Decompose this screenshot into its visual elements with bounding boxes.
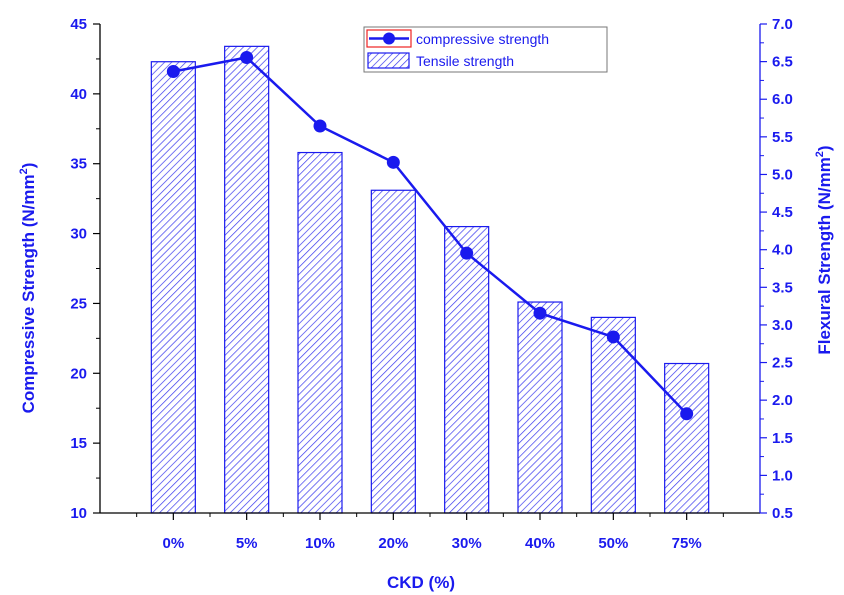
left-axis-title-superscript: 2 <box>18 168 30 174</box>
right-tick-label: 4.0 <box>772 242 793 259</box>
bar <box>664 362 710 514</box>
x-tick-label: 75% <box>672 535 702 552</box>
right-tick-label: 3.0 <box>772 317 793 334</box>
line-series <box>166 51 694 421</box>
left-tick-label: 30 <box>70 226 87 243</box>
bar <box>444 225 490 514</box>
legend-line-sample-frame <box>366 29 412 48</box>
right-tick-label: 6.5 <box>772 54 793 71</box>
data-point <box>533 306 547 320</box>
data-point <box>680 407 694 421</box>
bar <box>370 189 416 514</box>
right-tick-label: 1.0 <box>772 467 793 484</box>
x-tick-label: 10% <box>305 535 335 552</box>
right-tick-label: 1.5 <box>772 430 793 447</box>
left-tick-label: 10 <box>70 505 87 522</box>
x-tick-label: 50% <box>598 535 628 552</box>
left-tick-label: 45 <box>70 16 87 33</box>
right-tick-label: 5.5 <box>772 129 793 146</box>
x-tick-label: 40% <box>525 535 555 552</box>
series-line <box>173 56 688 415</box>
legend-marker-sample <box>383 32 395 45</box>
left-axis-title-main: Compressive Strength (N/mm <box>19 174 38 413</box>
right-tick-label: 4.5 <box>772 204 793 221</box>
axes <box>99 24 761 514</box>
right-tick-label: 0.5 <box>772 505 793 522</box>
data-point <box>386 155 400 169</box>
x-axis-ticks: 0% 5% 10% 20% 30% 40% 50% 75% <box>136 513 724 552</box>
x-tick-label: 30% <box>452 535 482 552</box>
right-tick-label: 2.0 <box>772 392 793 409</box>
bar <box>150 61 196 514</box>
x-tick-label: 5% <box>236 535 258 552</box>
left-tick-label: 25 <box>70 295 87 312</box>
bar <box>517 301 563 514</box>
bar <box>297 151 343 514</box>
left-tick-label: 15 <box>70 435 87 452</box>
bar <box>224 45 270 514</box>
data-point <box>460 246 474 260</box>
left-tick-label: 20 <box>70 365 87 382</box>
data-point <box>240 51 254 65</box>
right-tick-label: 5.0 <box>772 166 793 183</box>
right-tick-label: 3.5 <box>772 279 793 296</box>
legend-label-bar: Tensile strength <box>416 53 514 69</box>
legend: compressive strength Tensile strength <box>363 26 608 73</box>
data-point <box>166 65 180 79</box>
right-axis-title-superscript: 2 <box>814 151 826 157</box>
legend-label-line: compressive strength <box>416 31 549 47</box>
right-tick-label: 2.5 <box>772 355 793 372</box>
left-axis-title: Compressive Strength (N/mm2) <box>18 163 38 414</box>
left-tick-label: 40 <box>70 86 87 103</box>
right-tick-label: 7.0 <box>772 16 793 33</box>
right-axis-ticks: 0.5 1.0 1.5 2.0 2.5 3.0 3.5 4.0 4.5 5.0 5.5 6.0 6.5 7… <box>760 16 793 522</box>
data-point <box>606 330 620 344</box>
right-axis-title: Flexural Strength (N/mm2) <box>814 145 834 354</box>
right-tick-label: 6.0 <box>772 91 793 108</box>
bar <box>590 316 636 514</box>
right-axis-title-close: ) <box>815 145 834 151</box>
left-axis-title-close: ) <box>19 163 38 169</box>
x-tick-label: 0% <box>162 535 184 552</box>
right-axis-title-main: Flexural Strength (N/mm <box>815 157 834 354</box>
legend-bar-sample <box>367 52 410 69</box>
x-tick-label: 20% <box>378 535 408 552</box>
data-point <box>313 119 327 133</box>
left-tick-label: 35 <box>70 156 87 173</box>
x-axis-title: CKD (%) <box>387 573 455 592</box>
bar-series <box>150 45 710 514</box>
left-axis-ticks: 10 15 20 25 30 35 40 45 <box>70 16 100 522</box>
